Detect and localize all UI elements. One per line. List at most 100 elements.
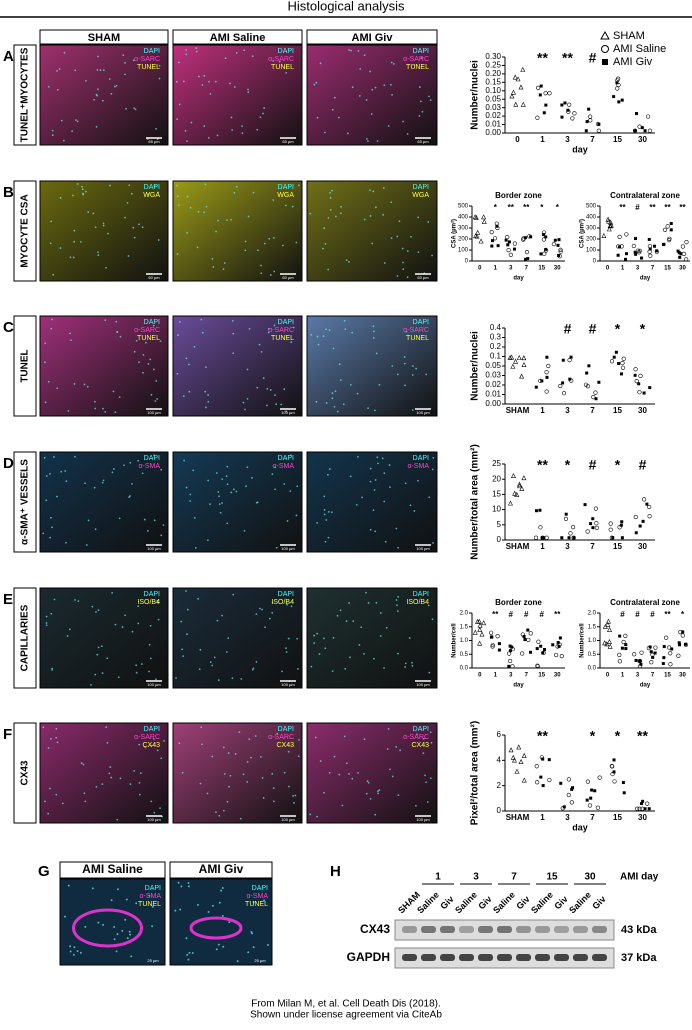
nucleus [225,475,228,478]
nucleus [422,737,425,740]
nucleus [130,192,133,195]
dot [568,531,573,536]
dot [505,234,510,240]
micrograph [39,722,169,824]
significance: * [494,203,498,212]
nucleus [239,817,242,820]
dot [643,807,647,811]
dot [477,622,483,628]
nucleus [411,661,413,664]
nucleus [260,272,263,275]
nucleus [76,950,79,953]
dot [594,521,599,526]
dot [678,255,682,259]
dot [529,235,533,239]
nucleus [346,132,349,135]
nucleus [128,930,131,933]
x-tick-label: SHAM [506,406,530,415]
nucleus [266,387,269,390]
significance: ** [537,50,548,66]
row-label: CAPILLARIES [20,604,31,671]
significance: ** [637,728,648,744]
nucleus [218,901,221,904]
nucleus [84,925,87,928]
nucleus [316,815,318,818]
y-axis-label: CSA (µm²) [451,219,458,248]
nucleus [296,485,299,488]
nucleus [428,671,431,674]
nucleus [389,83,392,86]
nucleus [199,648,202,651]
nucleus [404,482,407,485]
nucleus [196,903,199,906]
micrograph [306,315,438,417]
nucleus [156,601,159,604]
panel-letter: G [38,863,50,880]
dot [481,218,487,224]
nucleus [190,121,193,124]
y-tick-label: 0 [497,806,502,815]
dot [593,789,597,793]
y-tick-label: 20 [492,474,501,483]
nucleus [189,500,192,502]
significance: # [635,203,640,212]
nucleus [273,236,275,239]
dot [508,649,512,653]
nucleus [412,63,414,66]
column-header: AMI Saline [210,32,266,44]
dot [647,504,652,510]
nucleus [309,212,312,215]
dot [474,233,480,239]
dot [570,787,574,791]
dot [490,239,494,243]
stain-label: ISO/B4 [137,599,160,606]
legend-label: AMI Saline [613,43,666,55]
nucleus [218,495,220,498]
nucleus [386,748,389,750]
nucleus [389,768,391,771]
nucleus [384,540,387,543]
nucleus [104,319,107,321]
nucleus [262,112,264,115]
nucleus [327,510,330,513]
nucleus [73,383,76,385]
dot [646,114,651,119]
stain-label: DAPI [278,726,294,733]
dot [585,120,589,124]
nucleus [176,372,179,375]
nucleus [215,948,218,951]
dot [489,230,494,235]
nucleus [121,626,124,628]
nucleus [108,78,111,80]
nucleus [150,800,153,803]
stain-label: DAPI [278,591,294,598]
band [516,954,531,961]
nucleus [81,188,84,191]
nucleus [397,596,400,598]
nucleus [363,738,366,741]
nucleus [150,745,153,747]
nucleus [74,69,77,72]
dot [560,115,564,119]
nucleus [267,327,270,330]
nucleus [162,524,165,527]
band [440,954,455,961]
nucleus [97,609,100,611]
nucleus [391,93,393,96]
scale-label: 100 µm [147,682,161,687]
dot [583,382,589,387]
nucleus [176,118,178,120]
nucleus [112,390,115,393]
nucleus [429,777,432,780]
micrograph [172,315,303,417]
nucleus [131,482,133,485]
nucleus [372,337,375,339]
nucleus [287,637,290,640]
lane-label: Saline [529,890,555,916]
nucleus [51,526,53,529]
nucleus [418,86,421,88]
dot [612,779,617,784]
nucleus [74,455,76,458]
nucleus [113,925,116,928]
nucleus [118,517,121,520]
